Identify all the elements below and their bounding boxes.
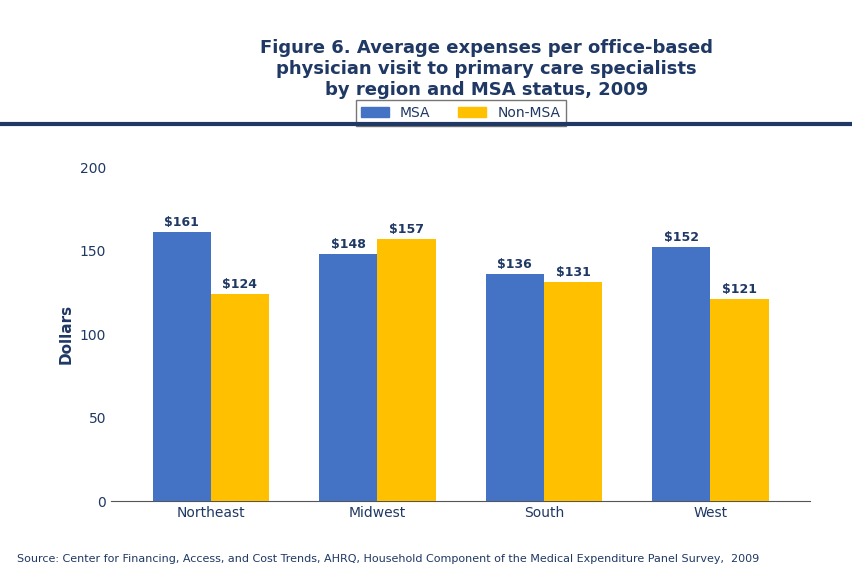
Text: $124: $124 [222, 278, 257, 291]
Legend: MSA, Non-MSA: MSA, Non-MSA [355, 100, 565, 126]
Bar [710, 299, 768, 501]
Text: $161: $161 [164, 216, 199, 229]
Text: Figure 6. Average expenses per office-based
physician visit to primary care spec: Figure 6. Average expenses per office-ba… [259, 39, 712, 99]
Text: $157: $157 [389, 222, 423, 236]
Y-axis label: Dollars: Dollars [59, 304, 74, 364]
Text: $148: $148 [331, 237, 366, 251]
Bar [153, 232, 210, 501]
Text: $121: $121 [722, 283, 757, 295]
Bar [544, 282, 602, 501]
Text: $152: $152 [663, 231, 698, 244]
Bar [652, 247, 710, 501]
Bar [319, 254, 377, 501]
Bar [377, 239, 435, 501]
Text: $136: $136 [497, 257, 532, 271]
Bar [210, 294, 268, 501]
Text: Source: Center for Financing, Access, and Cost Trends, AHRQ, Household Component: Source: Center for Financing, Access, an… [17, 555, 758, 564]
Bar [485, 274, 544, 501]
Text: $131: $131 [555, 266, 590, 279]
